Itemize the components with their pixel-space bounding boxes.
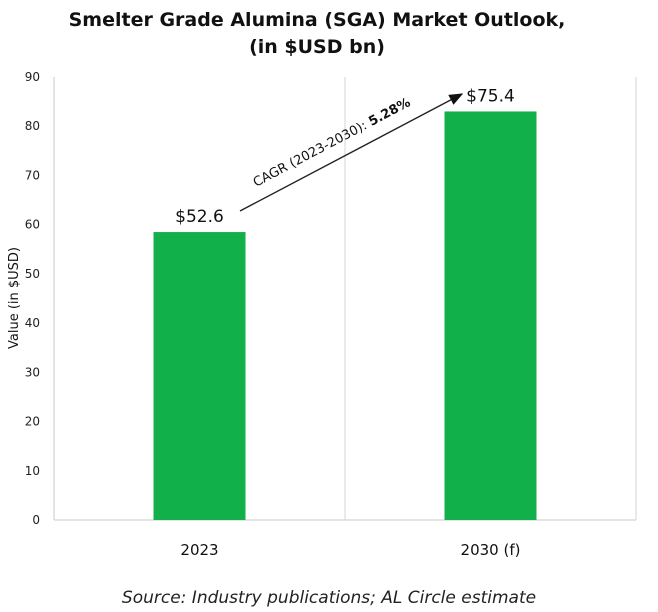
bar-layer: 2023 $52.6 2030 (f) $75.4 <box>153 86 537 559</box>
bar <box>153 232 246 521</box>
y-tick-label: 40 <box>25 316 40 330</box>
y-tick-label: 50 <box>25 267 40 281</box>
chart-title-line-2: (in $USD bn) <box>249 36 385 58</box>
y-axis-label: Value (in $USD) <box>7 247 22 349</box>
cagr-label: CAGR (2023-2030): <box>251 116 373 190</box>
y-tick-label: 70 <box>25 168 40 182</box>
source-note: Source: Industry publications; AL Circle… <box>122 588 536 608</box>
y-tick-label: 90 <box>25 70 40 84</box>
y-tick-label: 10 <box>25 464 40 478</box>
cagr-annotation: CAGR (2023-2030): 5.28% <box>251 95 413 190</box>
x-tick-label: 2023 <box>180 541 218 559</box>
bar <box>444 111 537 520</box>
y-tick-label: 30 <box>25 365 40 379</box>
y-tick-label: 0 <box>32 513 40 527</box>
x-tick-label: 2030 (f) <box>461 541 521 559</box>
data-label: $52.6 <box>175 207 224 227</box>
y-tick-label: 80 <box>25 119 40 133</box>
cagr-value: 5.28% <box>366 95 413 129</box>
y-tick-label: 60 <box>25 218 40 232</box>
axis-layer: 0 10 20 30 40 50 60 70 80 90 <box>25 70 637 527</box>
cagr-arrow <box>239 93 464 212</box>
chart-title-line-1: Smelter Grade Alumina (SGA) Market Outlo… <box>69 9 566 31</box>
data-label: $75.4 <box>466 86 515 106</box>
y-tick-label: 20 <box>25 415 40 429</box>
